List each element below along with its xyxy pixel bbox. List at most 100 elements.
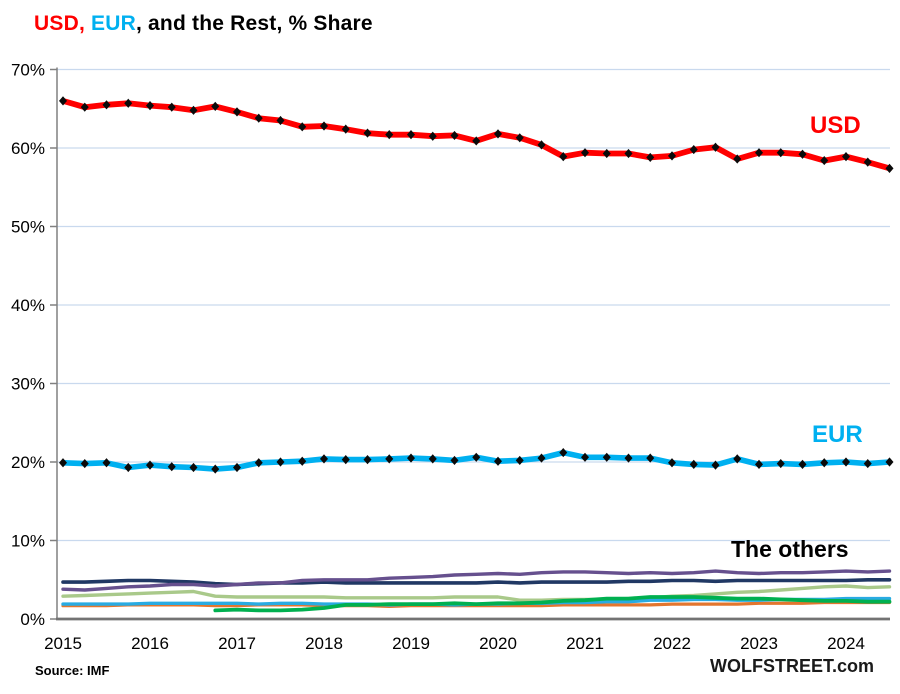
data-point-marker <box>646 453 655 463</box>
data-point-marker <box>363 128 372 138</box>
data-point-marker <box>276 457 285 467</box>
data-point-marker <box>450 455 459 466</box>
y-tick-label: 10% <box>11 532 45 551</box>
y-tick-label: 60% <box>11 139 45 158</box>
data-point-marker <box>842 457 850 467</box>
data-point-marker <box>254 458 263 468</box>
series-line-other-green <box>213 595 892 613</box>
data-point-marker <box>102 458 111 468</box>
data-point-marker <box>863 458 872 469</box>
y-tick-label: 70% <box>11 61 45 80</box>
x-tick-label: 2017 <box>218 634 256 653</box>
data-point-marker <box>885 457 894 467</box>
data-point-marker <box>189 462 198 473</box>
x-tick-label: 2024 <box>827 634 865 653</box>
data-point-marker <box>211 464 220 474</box>
data-point-marker <box>102 100 111 110</box>
data-point-marker <box>124 462 133 473</box>
x-tick-label: 2021 <box>566 634 604 653</box>
data-point-marker <box>407 453 415 463</box>
wolfstreet-brand: WOLFSTREET.com <box>709 656 874 676</box>
eur-series-label: EUR <box>812 421 863 448</box>
data-point-marker <box>559 152 568 162</box>
line-chart-plot: 0% 10% 20% 30% 40% 50% 60% 70% 2015 2016 2017 2018 2… <box>11 61 894 653</box>
data-point-marker <box>515 455 524 466</box>
data-point-marker <box>233 462 241 473</box>
data-point-marker <box>885 163 894 174</box>
data-point-marker <box>211 101 220 111</box>
data-point-marker <box>494 456 502 466</box>
data-point-marker <box>798 149 807 159</box>
data-point-marker <box>842 152 850 162</box>
data-point-marker <box>755 148 763 158</box>
data-point-marker <box>59 458 67 468</box>
data-point-marker <box>733 154 742 164</box>
data-point-marker <box>624 453 633 463</box>
data-point-marker <box>537 453 546 463</box>
data-point-marker <box>276 115 285 126</box>
data-point-marker <box>494 129 502 139</box>
data-point-marker <box>428 131 437 141</box>
data-point-marker <box>820 155 829 166</box>
data-point-marker <box>80 102 89 112</box>
data-point-marker <box>537 140 546 150</box>
series-line-USD <box>60 98 893 172</box>
data-point-marker <box>776 458 785 469</box>
data-point-marker <box>298 456 307 466</box>
data-point-marker <box>167 102 176 112</box>
data-point-marker <box>646 152 655 163</box>
data-point-marker <box>341 124 350 134</box>
series-line-other-navy <box>61 578 892 587</box>
data-point-marker <box>146 101 154 111</box>
data-point-marker <box>689 144 698 155</box>
data-point-marker <box>428 454 437 464</box>
data-point-marker <box>624 148 633 159</box>
data-point-marker <box>124 98 133 108</box>
data-point-marker <box>146 460 154 470</box>
data-point-marker <box>668 151 676 161</box>
data-point-marker <box>298 122 307 132</box>
source-note: Source: IMF <box>35 663 110 678</box>
chart-title: USD, EUR, and the Rest, % Share <box>34 12 373 36</box>
data-point-marker <box>385 454 394 464</box>
data-point-marker <box>472 136 481 146</box>
data-point-marker <box>581 148 589 158</box>
data-point-marker <box>820 458 829 468</box>
data-point-marker <box>341 455 350 465</box>
data-point-marker <box>515 133 524 143</box>
data-point-marker <box>711 460 720 470</box>
y-tick-label: 50% <box>11 218 45 237</box>
x-tick-label: 2023 <box>740 634 778 653</box>
y-tick-label: 0% <box>20 610 45 629</box>
data-point-marker <box>689 459 698 469</box>
data-point-marker <box>189 105 198 115</box>
data-point-marker <box>167 462 176 472</box>
data-point-marker <box>776 148 785 158</box>
data-point-marker <box>254 113 263 123</box>
x-tick-label: 2022 <box>653 634 691 653</box>
x-tick-label: 2020 <box>479 634 517 653</box>
data-point-marker <box>407 130 415 140</box>
data-point-marker <box>472 452 481 462</box>
data-point-marker <box>320 454 328 464</box>
data-point-marker <box>711 142 720 152</box>
title-usd-part: USD, <box>34 12 92 35</box>
data-point-marker <box>668 458 676 468</box>
data-point-marker <box>385 130 394 140</box>
data-point-marker <box>755 459 763 469</box>
title-eur-part: EUR <box>91 12 136 35</box>
data-point-marker <box>363 455 372 465</box>
data-point-marker <box>80 458 89 469</box>
data-point-marker <box>602 148 611 159</box>
usd-series-label: USD <box>810 112 861 139</box>
series-line-other-light-green <box>61 584 892 602</box>
data-point-marker <box>59 96 67 106</box>
x-tick-label: 2016 <box>131 634 169 653</box>
data-point-marker <box>320 121 328 131</box>
title-rest-part: , and the Rest, % Share <box>135 12 373 35</box>
y-tick-label: 20% <box>11 453 45 472</box>
x-tick-label: 2015 <box>44 634 82 653</box>
data-point-marker <box>450 130 459 141</box>
data-point-marker <box>602 452 611 462</box>
